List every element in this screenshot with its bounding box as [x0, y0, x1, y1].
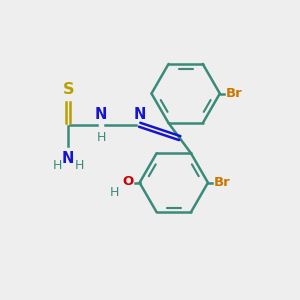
Text: N: N — [134, 107, 146, 122]
Text: Br: Br — [214, 176, 231, 189]
Text: O: O — [122, 175, 134, 188]
Text: H: H — [96, 131, 106, 144]
Text: Br: Br — [226, 87, 242, 100]
Text: N: N — [95, 107, 107, 122]
Text: S: S — [62, 82, 74, 97]
Text: H: H — [75, 159, 84, 172]
Text: H: H — [110, 186, 119, 199]
Text: H: H — [52, 159, 62, 172]
Text: N: N — [62, 152, 74, 166]
